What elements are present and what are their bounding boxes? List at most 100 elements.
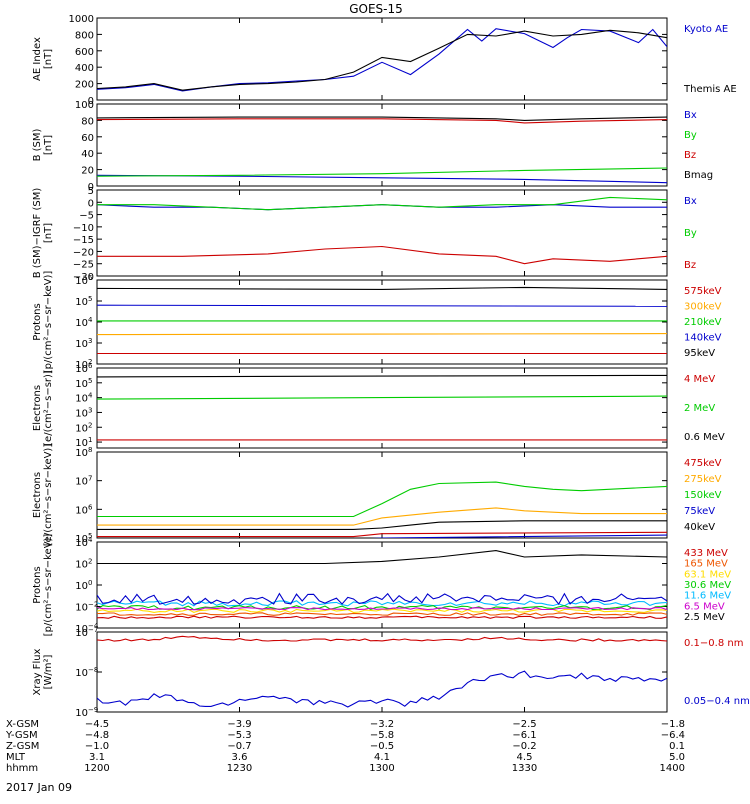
legend-entry: 2 MeV: [684, 403, 715, 414]
panel-frame: [96, 189, 668, 277]
time-axis: X-GSM −4.5 −3.9 −3.2 −2.5 −1.8 Y-GSM −4.8 −5.3 −5…: [5, 719, 685, 774]
y-tick-label: 0: [88, 198, 94, 209]
series-group: [97, 28, 667, 92]
y-tick-label: −30: [73, 272, 94, 283]
series-line-6-5-mev: [97, 607, 667, 611]
panel-bigrf: 50 −5−10−15−20 −25−30 B (SM)−IGRF (SM) [nT] B…: [32, 186, 697, 283]
series-group: [97, 635, 667, 708]
y-tick-label: 10: [75, 534, 88, 545]
y-tick-label: 40: [81, 149, 94, 160]
legend-entry: 150keV: [684, 490, 722, 501]
y-tick-exponent: 4: [88, 392, 93, 400]
y-tick-exponent: 0: [88, 579, 92, 587]
y-tick-label: 10: [75, 505, 88, 516]
y-tick-exponent: 3: [88, 337, 92, 345]
axis-row-value: −0.5: [370, 741, 394, 752]
legend-entry: 433 MeV: [684, 548, 728, 559]
y-tick-exponent: 6: [88, 274, 93, 282]
y-tick-label: 0: [88, 96, 94, 107]
legend-entry: Bz: [684, 150, 696, 161]
y-tick-label: 10: [75, 538, 88, 549]
y-tick-label: 80: [81, 116, 94, 127]
y-tick-label: 10: [75, 360, 88, 371]
axis-row-value: −3.2: [370, 719, 394, 730]
y-tick-label: 100: [75, 100, 94, 111]
legend-entry: 2.5 MeV: [684, 612, 725, 623]
series-line-0-1-0-8-nm: [97, 635, 667, 642]
legend-entry: 95keV: [684, 348, 715, 359]
y-tick-exponent: 3: [88, 406, 92, 414]
y-axis-label: AE Index: [32, 37, 43, 81]
y-tick-label: 400: [75, 63, 94, 74]
legend-entry: Bmag: [684, 170, 713, 181]
axis-row-name: Y-GSM: [5, 730, 38, 741]
y-tick-exponent: 1: [88, 436, 92, 444]
series-line-by: [97, 196, 667, 211]
y-axis-label: [p/(cm²−s−sr−keV)]: [43, 534, 54, 637]
axis-row-value: −0.2: [512, 741, 536, 752]
y-tick-label: 10: [75, 668, 88, 679]
y-axis-label: [nT]: [43, 223, 54, 243]
axis-row-value: −2.5: [512, 719, 536, 730]
series-line-bz: [97, 245, 667, 265]
y-axis-label: B (SM): [32, 128, 43, 161]
legend-entry: 0.1−0.8 nm: [684, 638, 743, 649]
y-tick-label: 10: [75, 297, 88, 308]
legend-entry: Bx: [684, 110, 697, 121]
y-tick-label: 20: [81, 166, 94, 177]
y-tick-exponent: −9: [88, 706, 98, 714]
axis-row-value: 0.1: [669, 741, 685, 752]
axis-row-name: MLT: [6, 752, 26, 763]
axis-row-value: 3.1: [89, 752, 105, 763]
legend-entry: 210keV: [684, 317, 722, 328]
legend-entry: 75keV: [684, 506, 715, 517]
series-group: [97, 196, 667, 265]
y-axis-label: Xray Flux: [32, 648, 43, 695]
y-axis-label: [e/(cm²−s−sr)]: [43, 370, 54, 446]
series-group: [97, 286, 667, 355]
axis-row-value: −5.3: [227, 730, 251, 741]
y-tick-label: −5: [79, 211, 94, 222]
y-tick-exponent: 2: [88, 558, 92, 566]
y-axis-label: [nT]: [43, 49, 54, 69]
axis-row-value: −5.8: [370, 730, 394, 741]
legend-entry: Bz: [684, 260, 696, 271]
y-tick-exponent: 7: [88, 475, 92, 483]
series-group: [97, 374, 667, 441]
series-line-95kev: [97, 286, 667, 290]
series-line-2-mev: [97, 395, 667, 400]
series-line-300kev: [97, 333, 667, 336]
legend-entry: Bx: [684, 196, 697, 207]
axis-row-value: −6.4: [661, 730, 685, 741]
legend-entry: 11.6 MeV: [684, 591, 731, 602]
series-line-63-1-mev: [97, 608, 667, 613]
series-line-0-05-0-4-nm: [97, 670, 667, 708]
legend-entry: 0.6 MeV: [684, 432, 725, 443]
y-tick-label: 10: [75, 318, 88, 329]
y-tick-exponent: 6: [88, 362, 93, 370]
y-tick-label: −25: [73, 260, 94, 271]
axis-row-value: −3.9: [227, 719, 251, 730]
y-tick-label: 10: [75, 628, 88, 639]
axis-row-value: 1200: [84, 763, 109, 774]
y-tick-label: 10: [75, 364, 88, 375]
y-tick-label: 5: [88, 186, 94, 197]
chart-title: GOES-15: [349, 2, 403, 16]
legend-entry: By: [684, 130, 697, 141]
y-tick-label: 10: [75, 339, 88, 350]
y-tick-exponent: −8: [88, 666, 98, 674]
series-group: [97, 481, 667, 538]
panel-bsm: 0 20 40 60 80 100 B (SM) [nT] Bx By Bz Bmag: [32, 100, 713, 193]
y-axis-label: Protons: [32, 303, 43, 340]
series-line-kyoto-ae: [97, 28, 667, 92]
series-line-2-5-mev: [97, 550, 667, 565]
y-tick-label: −15: [73, 235, 94, 246]
legend-entry: By: [684, 228, 697, 239]
y-axis-label: [e/(cm²−s−sr−keV)]: [43, 444, 54, 547]
panel-frame: [96, 279, 668, 365]
y-tick-label: 200: [75, 80, 94, 91]
legend-entry: 475keV: [684, 458, 722, 469]
axis-row-name: Z-GSM: [6, 741, 39, 752]
